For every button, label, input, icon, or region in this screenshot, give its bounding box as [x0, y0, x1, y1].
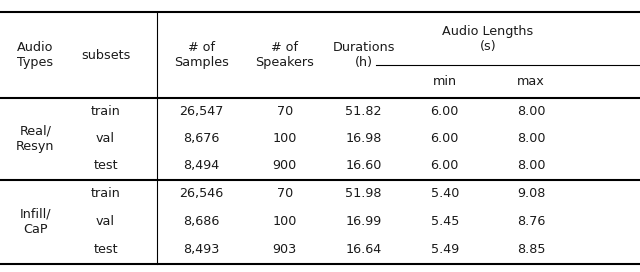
Text: Audio Lengths
(s): Audio Lengths (s)	[442, 25, 534, 53]
Text: 6.00: 6.00	[431, 132, 459, 145]
Text: 903: 903	[273, 243, 297, 256]
Text: 900: 900	[273, 159, 297, 172]
Text: 8.85: 8.85	[517, 243, 545, 256]
Text: 8,493: 8,493	[184, 243, 220, 256]
Text: train: train	[91, 105, 120, 118]
Text: 70: 70	[276, 105, 293, 118]
Text: 26,547: 26,547	[179, 105, 224, 118]
Text: 5.40: 5.40	[431, 187, 459, 200]
Text: train: train	[91, 187, 120, 200]
Text: val: val	[96, 132, 115, 145]
Text: 16.98: 16.98	[346, 132, 381, 145]
Text: subsets: subsets	[81, 49, 131, 61]
Text: 16.99: 16.99	[346, 215, 381, 228]
Text: 100: 100	[273, 132, 297, 145]
Text: 16.64: 16.64	[346, 243, 381, 256]
Text: 8,676: 8,676	[184, 132, 220, 145]
Text: 8.00: 8.00	[517, 159, 545, 172]
Text: test: test	[93, 159, 118, 172]
Text: 8.00: 8.00	[517, 105, 545, 118]
Text: 5.45: 5.45	[431, 215, 459, 228]
Text: Infill/
CaP: Infill/ CaP	[19, 208, 51, 236]
Text: 26,546: 26,546	[179, 187, 224, 200]
Text: # of
Speakers: # of Speakers	[255, 41, 314, 69]
Text: 9.08: 9.08	[517, 187, 545, 200]
Text: min: min	[433, 75, 457, 88]
Text: 8,686: 8,686	[184, 215, 220, 228]
Text: # of
Samples: # of Samples	[174, 41, 229, 69]
Text: test: test	[93, 243, 118, 256]
Text: Audio
Types: Audio Types	[17, 41, 54, 69]
Text: 6.00: 6.00	[431, 105, 459, 118]
Text: Real/
Resyn: Real/ Resyn	[16, 125, 54, 153]
Text: max: max	[517, 75, 545, 88]
Text: 5.49: 5.49	[431, 243, 459, 256]
Text: val: val	[96, 215, 115, 228]
Text: 70: 70	[276, 187, 293, 200]
Text: 16.60: 16.60	[346, 159, 381, 172]
Text: 8.00: 8.00	[517, 132, 545, 145]
Text: 51.82: 51.82	[345, 105, 382, 118]
Text: 8,494: 8,494	[184, 159, 220, 172]
Text: Durations
(h): Durations (h)	[332, 41, 395, 69]
Text: 100: 100	[273, 215, 297, 228]
Text: 6.00: 6.00	[431, 159, 459, 172]
Text: 51.98: 51.98	[345, 187, 382, 200]
Text: 8.76: 8.76	[517, 215, 545, 228]
